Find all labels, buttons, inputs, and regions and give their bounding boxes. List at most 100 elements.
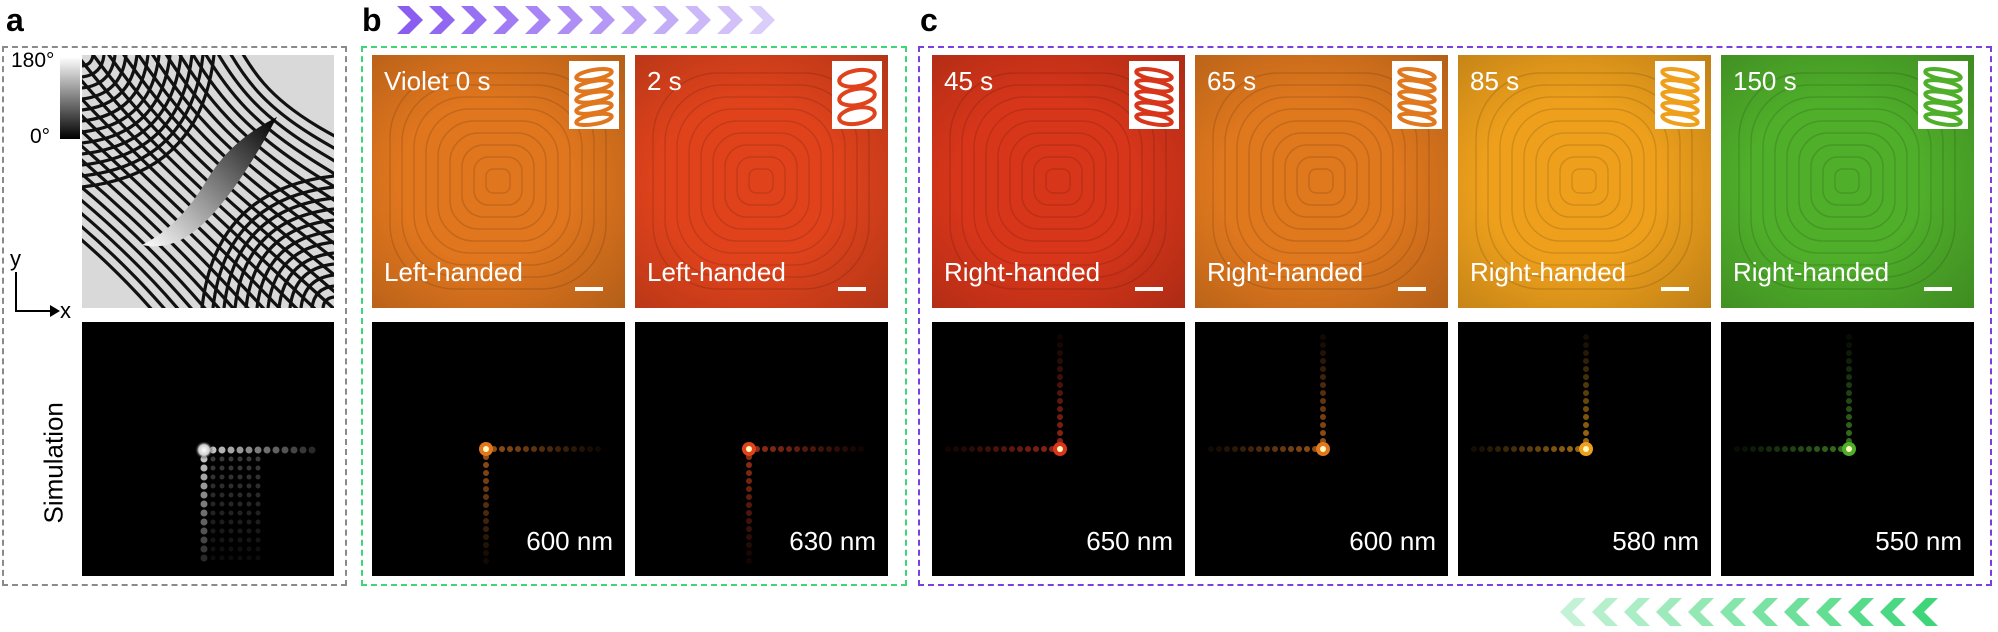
- diffraction-image: 650 nm: [932, 322, 1185, 576]
- diffraction-dot: [547, 446, 553, 452]
- chevron-icon: [621, 6, 647, 34]
- chevron-icon: [429, 6, 455, 34]
- diffraction-dot: [746, 494, 752, 500]
- diffraction-dot: [1806, 446, 1812, 452]
- simulation-fringe-dot: [254, 446, 262, 454]
- simulation-fringe-dot: [228, 546, 234, 552]
- diffraction-dot: [1001, 446, 1007, 452]
- scale-bar: [1661, 287, 1689, 291]
- helix-turn: [1660, 111, 1700, 128]
- right-handed-helix-icon: [1655, 61, 1705, 129]
- helix-drawing: [574, 66, 614, 128]
- simulation-fringe-dot: [200, 536, 208, 544]
- diffraction-dot: [1798, 446, 1804, 452]
- diffraction-dot: [523, 446, 529, 452]
- diffraction-dot: [1232, 446, 1238, 452]
- phase-fringe: [82, 55, 117, 90]
- right-handed-helix-icon: [1129, 61, 1179, 129]
- time-label: 45 s: [944, 66, 994, 96]
- diffraction-dot: [770, 446, 776, 452]
- diffraction-dot: [1320, 382, 1326, 388]
- phase-fringe: [150, 55, 334, 231]
- simulation-fringe-dot: [237, 456, 243, 462]
- diffraction-dot: [1846, 350, 1852, 356]
- left-handed-helix-icon: [569, 61, 619, 129]
- diffraction-dot: [746, 510, 752, 516]
- diffraction-center-core: [746, 446, 752, 452]
- phase-fringe: [82, 55, 172, 145]
- diffraction-dot: [1519, 446, 1525, 452]
- chevron-icon: [557, 6, 583, 34]
- time-label: 85 s: [1470, 66, 1520, 96]
- diffraction-center-core: [483, 446, 489, 452]
- diffraction-dot: [746, 462, 752, 468]
- simulation-fringe-dot: [308, 446, 316, 454]
- simulation-fringe-dot: [210, 492, 216, 498]
- panel-c-chevron-arrows-icon: [1560, 598, 1938, 626]
- fringe-ring: [1571, 168, 1597, 194]
- panel-b-frame: [361, 46, 907, 586]
- fringe-ring: [664, 84, 858, 278]
- diffraction-dot: [1057, 414, 1063, 420]
- simulation-fringe-dot: [228, 456, 234, 462]
- diffraction-dot: [746, 534, 752, 540]
- wavelength-label: 650 nm: [1086, 526, 1173, 556]
- fringe-ring: [1750, 84, 1944, 278]
- simulation-fringe-dot: [246, 456, 252, 462]
- phase-fringe: [164, 55, 334, 217]
- diffraction-dot: [483, 510, 489, 516]
- diffraction-dot: [746, 518, 752, 524]
- fringe-overlay: [652, 72, 870, 290]
- simulation-fringe-dot: [246, 465, 252, 471]
- diffraction-dot: [1320, 350, 1326, 356]
- fringe-ring: [652, 72, 870, 290]
- phase-fringe: [216, 55, 334, 163]
- chevron-icon: [589, 6, 615, 34]
- simulation-fringe-dot: [246, 510, 252, 516]
- colorbar-max-label: 180°: [11, 49, 55, 72]
- phase-fringe: [266, 240, 334, 308]
- diffraction-dot: [1296, 446, 1302, 452]
- phase-fringe: [82, 211, 180, 308]
- fringe-ring: [1009, 132, 1107, 230]
- diffraction-dot: [1822, 446, 1828, 452]
- simulation-fringe-dot: [281, 446, 289, 454]
- phase-fringe: [211, 185, 334, 308]
- phase-fringe: [299, 273, 334, 308]
- chevron-icon: [493, 6, 519, 34]
- diffraction-dot: [1320, 422, 1326, 428]
- simulation-fringe-dot: [228, 528, 234, 534]
- diffraction-dot: [746, 502, 752, 508]
- diffraction-dot: [1766, 446, 1772, 452]
- diffraction-dot: [1551, 446, 1557, 452]
- diffraction-dot: [483, 470, 489, 476]
- diffraction-dot: [746, 542, 752, 548]
- diffraction-dot: [1057, 358, 1063, 364]
- time-label: 65 s: [1207, 66, 1257, 96]
- fringe-ring: [985, 108, 1131, 254]
- diffraction-dot: [794, 446, 800, 452]
- diffraction-dot: [1583, 422, 1589, 428]
- phase-fringe: [82, 55, 106, 79]
- simulation-fringe-dot: [255, 474, 261, 480]
- diffraction-dot: [1790, 446, 1796, 452]
- simulation-fringe-dot: [246, 483, 252, 489]
- diffraction-dot: [1758, 446, 1764, 452]
- diffraction-dot: [1583, 358, 1589, 364]
- phase-fringe: [241, 55, 334, 138]
- simulation-fringe-dot: [219, 474, 225, 480]
- phase-fringe: [82, 238, 153, 308]
- diffraction-dot: [1320, 414, 1326, 420]
- simulation-fringe-dot: [237, 465, 243, 471]
- simulation-fringe-dot: [228, 492, 234, 498]
- phase-fringe: [82, 185, 207, 308]
- chevron-icon: [461, 6, 487, 34]
- fringe-overlay: [949, 72, 1167, 290]
- fringe-overlay: [389, 72, 607, 290]
- fringe-overlay: [1212, 72, 1430, 290]
- simulation-fringe-dot: [246, 501, 252, 507]
- diffraction-image: 550 nm: [1721, 322, 1974, 576]
- diffraction-dot: [1320, 430, 1326, 436]
- chevron-icon: [1656, 598, 1682, 626]
- diffraction-dot: [483, 462, 489, 468]
